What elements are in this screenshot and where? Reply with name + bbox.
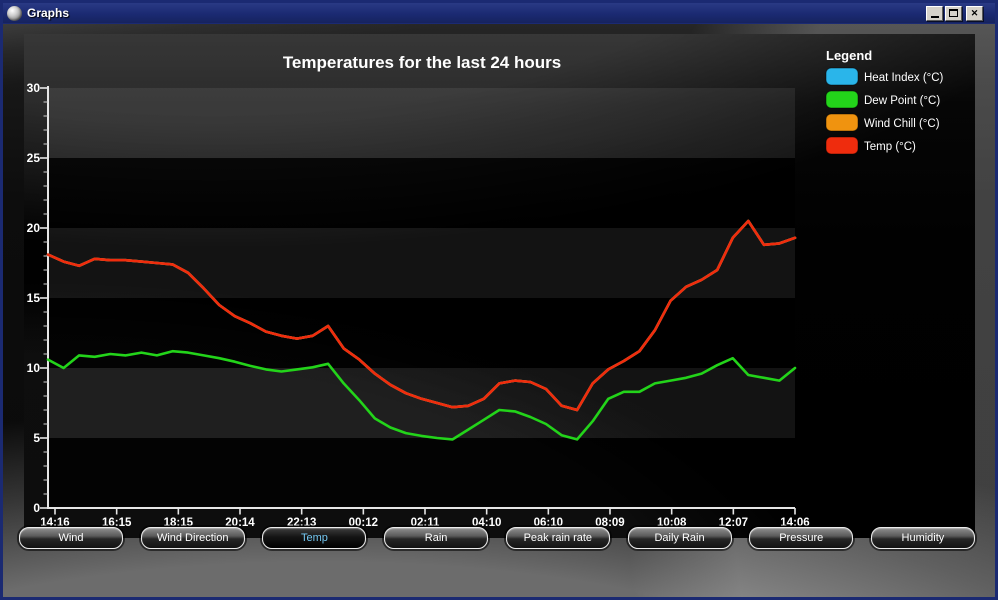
close-icon: ✕	[970, 7, 979, 18]
nav-button-daily-rain[interactable]: Daily Rain	[627, 527, 732, 549]
maximize-icon	[949, 9, 958, 17]
nav-button-pressure[interactable]: Pressure	[749, 527, 854, 549]
content-background	[3, 24, 995, 597]
nav-button-peak-rain-rate[interactable]: Peak rain rate	[505, 527, 610, 549]
window-controls: ✕	[926, 5, 983, 21]
nav-button-wind[interactable]: Wind	[19, 527, 123, 549]
close-button[interactable]: ✕	[966, 5, 983, 21]
minimize-button[interactable]	[926, 5, 943, 21]
nav-button-temp[interactable]: Temp	[262, 527, 367, 549]
graph-panel	[24, 34, 975, 538]
nav-button-humidity[interactable]: Humidity	[870, 527, 975, 549]
minimize-icon	[930, 16, 939, 18]
maximize-button[interactable]	[945, 5, 962, 21]
nav-button-rain[interactable]: Rain	[384, 527, 489, 549]
app-icon	[7, 5, 22, 21]
title-bar[interactable]: Graphs ✕	[3, 3, 995, 23]
nav-button-wind-direction[interactable]: Wind Direction	[140, 527, 245, 549]
window-title: Graphs	[27, 6, 70, 20]
graph-nav-buttons: Wind Wind Direction Temp Rain Peak rain …	[19, 527, 975, 549]
